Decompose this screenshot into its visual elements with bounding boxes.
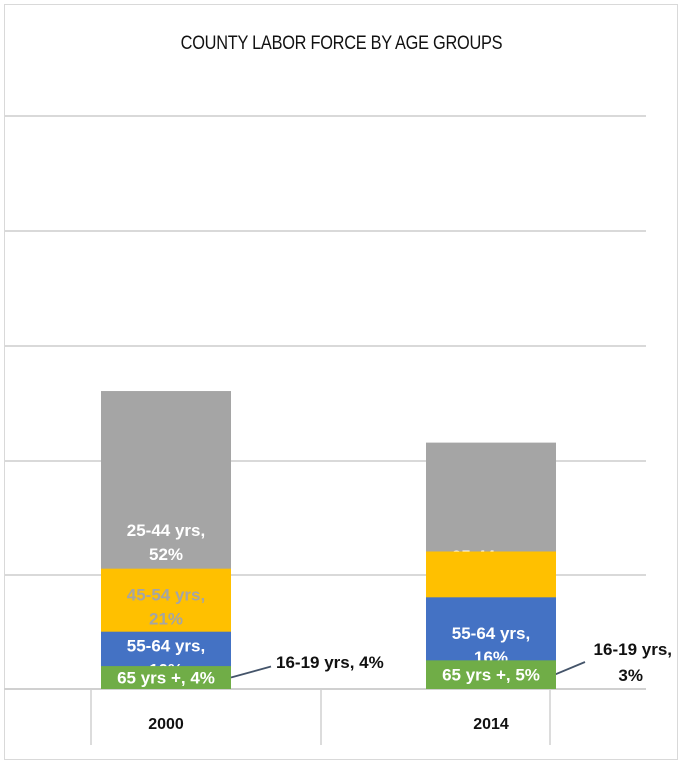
x-tick-label: 2000: [148, 716, 184, 733]
data-label: 65 yrs +, 4%: [117, 669, 215, 688]
annotation-leader-line: [230, 665, 272, 679]
data-label: 25-44 yrs,: [127, 521, 205, 540]
annotation-label: 16-19 yrs,: [594, 640, 672, 659]
data-label: 55-64 yrs,: [452, 624, 530, 643]
data-label: 65 yrs +, 5%: [442, 666, 540, 685]
bar-segment-65-yrs--2000: [101, 666, 231, 689]
chart-title: COUNTY LABOR FORCE BY AGE GROUPS: [180, 33, 503, 54]
annotation-label: 3%: [618, 666, 643, 685]
bar-segment-65-yrs--2014: [426, 660, 556, 689]
data-label: 45-54 yrs,: [127, 586, 205, 605]
data-label: 52%: [149, 545, 183, 564]
annotation-label: 16-19 yrs, 4%: [276, 653, 384, 672]
x-tick-label: 2014: [473, 716, 509, 733]
data-label: 55-64 yrs,: [127, 637, 205, 656]
data-label: 21%: [149, 610, 183, 629]
